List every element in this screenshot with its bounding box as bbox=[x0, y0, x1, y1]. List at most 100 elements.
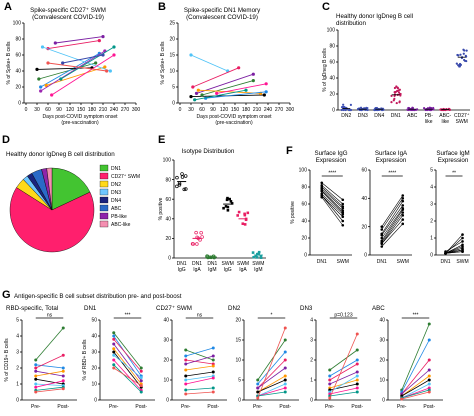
data-point bbox=[226, 205, 230, 209]
data-point bbox=[380, 245, 384, 248]
panel-letter: C bbox=[322, 1, 330, 13]
series-line bbox=[60, 46, 115, 80]
data-point bbox=[283, 378, 287, 382]
data-point bbox=[355, 390, 359, 394]
pair-line bbox=[35, 383, 64, 386]
data-point bbox=[112, 53, 116, 57]
data-point bbox=[432, 107, 435, 111]
pie-slice bbox=[46, 167, 53, 211]
chart-title: ABC bbox=[372, 305, 385, 312]
x-tick-label: 150 bbox=[231, 107, 240, 113]
data-point bbox=[50, 93, 54, 97]
pair-line bbox=[35, 364, 64, 369]
series-line bbox=[47, 40, 100, 50]
pair-line bbox=[401, 379, 430, 397]
y-tick-label: 60 bbox=[329, 60, 335, 66]
x-tick-label: Post- bbox=[57, 404, 69, 410]
data-point bbox=[243, 212, 246, 216]
x-tick-label: SWM bbox=[456, 259, 468, 265]
pair-line bbox=[381, 209, 404, 242]
pair-line bbox=[185, 359, 214, 365]
data-point bbox=[461, 250, 464, 253]
data-point bbox=[61, 374, 65, 378]
y-axis-label: % of Spike+ B cells bbox=[160, 41, 166, 84]
data-point bbox=[397, 91, 401, 94]
data-point bbox=[237, 210, 241, 214]
data-point bbox=[34, 369, 38, 373]
data-point bbox=[61, 379, 65, 383]
sig-label: ** bbox=[452, 171, 456, 177]
legend-label: DN2 bbox=[111, 182, 121, 188]
series-line bbox=[55, 36, 104, 44]
data-point bbox=[341, 198, 345, 202]
data-point bbox=[184, 388, 188, 392]
chart-title: Spike-specific DN1 Memory bbox=[184, 7, 261, 14]
data-point bbox=[395, 85, 398, 88]
y-tick-label: 100 bbox=[299, 168, 308, 174]
legend-label: PB-like bbox=[111, 214, 127, 220]
data-point bbox=[194, 91, 199, 95]
data-point bbox=[341, 202, 345, 206]
y-tick-label: 5 bbox=[16, 318, 19, 324]
pair-line bbox=[257, 391, 286, 397]
pair-line bbox=[381, 208, 404, 239]
data-point bbox=[184, 378, 188, 382]
data-point bbox=[211, 376, 215, 380]
data-point bbox=[211, 346, 215, 350]
x-tick-label: Pre- bbox=[109, 404, 119, 410]
y-tick-label: 2 bbox=[16, 366, 19, 372]
y-tick-label: 40 bbox=[15, 69, 21, 75]
x-tick-label: DN2 bbox=[341, 113, 351, 119]
legend-swatch bbox=[99, 164, 109, 172]
x-tick-label: Pre- bbox=[253, 404, 263, 410]
y-tick-label: 100 bbox=[327, 28, 336, 34]
data-point bbox=[112, 350, 116, 354]
y-tick-label: 15 bbox=[169, 53, 175, 59]
data-point bbox=[34, 382, 38, 386]
y-axis-label: % of IgDneg B cells bbox=[322, 48, 328, 92]
y-tick-label: 40 bbox=[361, 196, 367, 202]
series-line bbox=[205, 91, 267, 99]
data-point bbox=[328, 378, 332, 382]
pair-line bbox=[381, 215, 404, 244]
x-tick-label: 120 bbox=[220, 107, 229, 113]
y-tick-label: 20 bbox=[235, 318, 241, 324]
data-point bbox=[35, 67, 39, 71]
y-tick-label: 0 bbox=[238, 398, 241, 404]
pair-line bbox=[113, 351, 142, 388]
data-point bbox=[256, 378, 260, 382]
data-point bbox=[206, 255, 210, 260]
data-point bbox=[211, 386, 215, 390]
pair-line bbox=[185, 377, 214, 385]
data-point bbox=[184, 187, 188, 191]
data-point bbox=[105, 69, 109, 73]
data-point bbox=[184, 362, 188, 366]
x-tick-label: Post- bbox=[207, 404, 219, 410]
chart-title-2: Expression bbox=[316, 157, 347, 164]
x-tick-label: 60 bbox=[45, 107, 51, 113]
data-point bbox=[101, 35, 105, 39]
sig-label: ns bbox=[47, 313, 53, 319]
x-tick-label: SWM bbox=[252, 261, 264, 267]
y-tick-label: 40 bbox=[91, 334, 97, 340]
x-tick-label: 0 bbox=[179, 107, 182, 113]
y-tick-label: 80 bbox=[301, 185, 307, 191]
data-point bbox=[184, 368, 188, 372]
series-line bbox=[190, 54, 228, 72]
data-point bbox=[264, 82, 268, 86]
y-tick-label: 10 bbox=[163, 378, 169, 384]
data-point bbox=[112, 342, 116, 346]
data-point bbox=[401, 199, 405, 203]
series-line bbox=[51, 54, 115, 96]
y-tick-label: 100 bbox=[163, 158, 172, 164]
x-tick-label: 0 bbox=[25, 107, 28, 113]
pair-line bbox=[381, 205, 404, 236]
data-point bbox=[244, 88, 248, 92]
x-tick-label: DN3 bbox=[358, 113, 368, 119]
data-point bbox=[256, 386, 260, 390]
y-tick-label: 100 bbox=[13, 21, 22, 27]
data-point bbox=[401, 222, 405, 226]
data-point bbox=[355, 382, 359, 386]
y-tick-label: 4 bbox=[16, 334, 19, 340]
